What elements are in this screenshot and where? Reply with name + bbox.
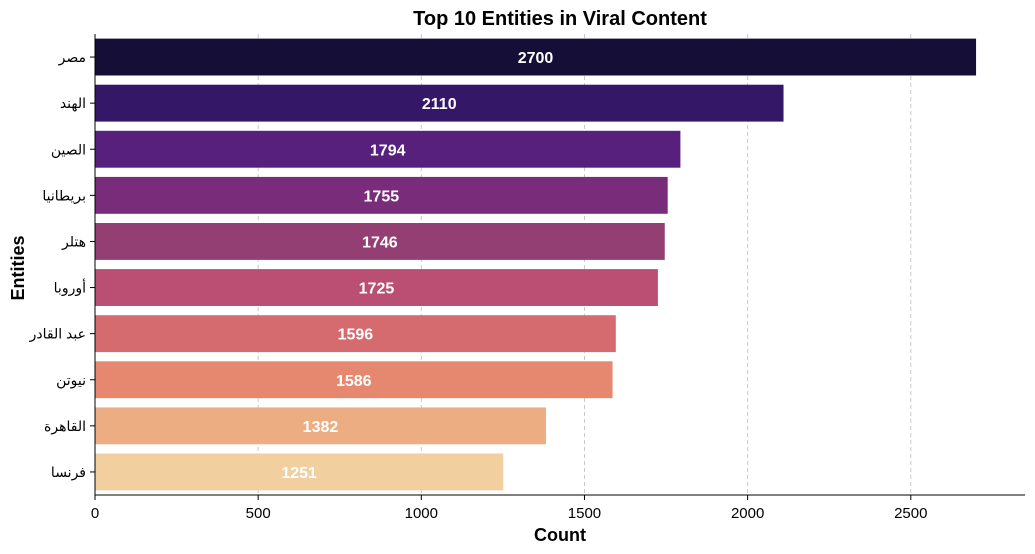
x-tick-label: 1000 [405,505,438,522]
bar-value-label: 2110 [422,96,457,113]
x-tick-label: 0 [91,505,99,522]
bar-1 [95,38,977,76]
bar-4 [95,176,668,214]
x-tick-label: 2000 [731,505,764,522]
y-tick-label: بريطانيا [42,187,86,204]
bar-value-label: 1746 [362,234,398,251]
chart-title: Top 10 Entities in Viral Content [413,8,707,30]
bar-5 [95,223,665,260]
bars-group: 2700 2110 1794 1755 1746 1725 1596 1586 1382 1251 [95,38,977,491]
y-tick-label: هتلر [61,233,86,250]
bar-8 [95,361,613,399]
bar-value-label: 2700 [518,50,554,67]
bar-value-label: 1794 [370,142,406,159]
y-tick-label: فرنسا [51,464,86,481]
bar-value-label: 1725 [359,281,395,298]
y-tick-label: أوروبا [54,279,86,297]
bar-value-label: 1596 [338,327,374,344]
y-tick-label: الهند [60,95,86,112]
bar-6 [95,269,658,306]
bar-value-label: 1251 [281,465,317,482]
bar-value-label: 1382 [303,419,339,436]
bar-3 [95,130,681,168]
x-tick-label: 2500 [894,505,927,522]
y-axis-label: Entities [8,235,28,300]
bar-9 [95,407,546,445]
bar-10 [95,453,504,491]
y-tick-label: الصين [51,141,86,158]
x-tick-label: 1500 [568,505,601,522]
bar-7 [95,315,616,353]
y-tick-label: القاهرة [44,418,86,435]
y-tick-label: مصر [58,49,86,66]
x-tick-label: 500 [246,505,271,522]
bar-2 [95,84,784,122]
y-tick-label: نيوتن [56,372,86,389]
bar-value-label: 1755 [364,188,400,205]
y-tick-label: عبد القادر [29,326,86,343]
axes-group: مصر الهند الصين بريطانيا هتلر أوروبا عبد القاد… [29,34,1025,522]
bar-value-label: 1586 [336,373,372,390]
x-axis-label: Count [534,525,586,545]
